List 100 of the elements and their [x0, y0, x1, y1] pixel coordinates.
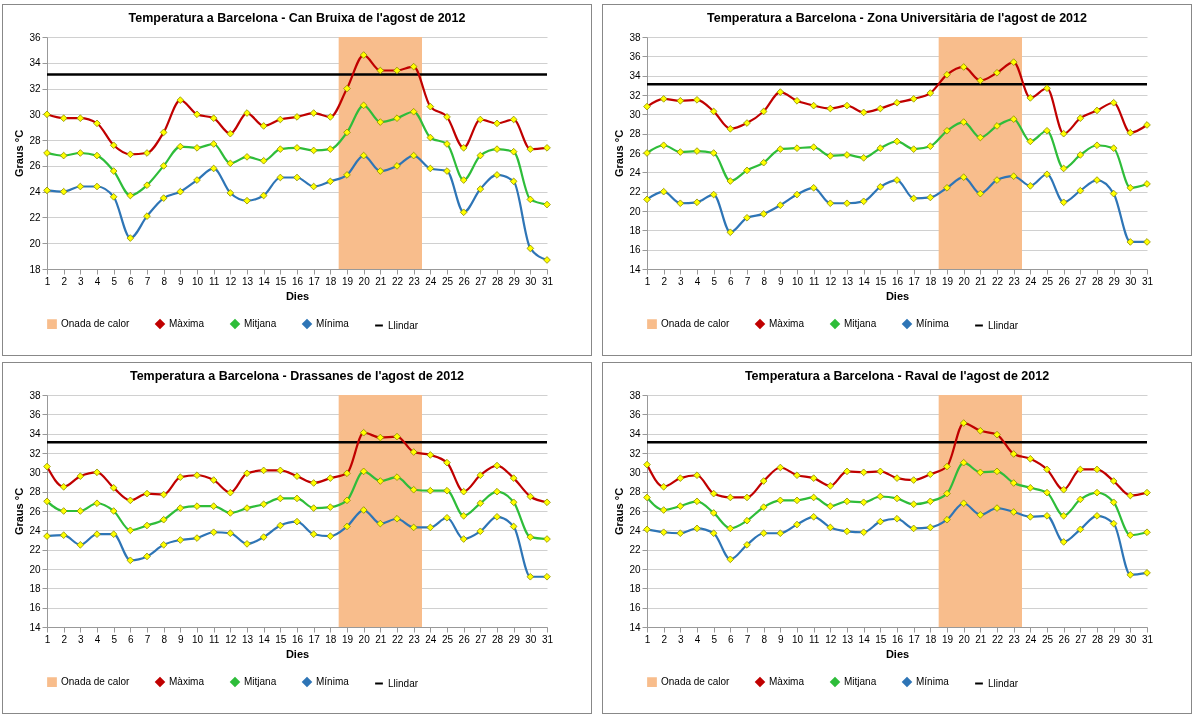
y-axis-title: Graus °C [613, 487, 626, 536]
y-tick-label: 28 [29, 134, 41, 146]
x-tick-label: 26 [458, 633, 471, 645]
legend-label: Màxima [769, 676, 805, 688]
y-tick-label: 34 [629, 70, 641, 82]
x-tick-label: 2 [661, 275, 668, 287]
y-tick-label: 18 [29, 582, 41, 594]
legend-label: Màxima [769, 318, 805, 330]
x-tick-label: 3 [78, 633, 85, 645]
x-tick-label: 15 [275, 633, 287, 645]
x-tick-label: 17 [908, 275, 921, 287]
x-tick-label: 14 [858, 275, 871, 287]
x-tick-label: 18 [925, 633, 937, 645]
x-tick-label: 3 [78, 275, 85, 287]
y-tick-label: 36 [29, 31, 41, 43]
y-tick-label: 14 [629, 621, 641, 633]
x-tick-label: 31 [1141, 633, 1154, 645]
x-tick-label: 9 [778, 633, 785, 645]
y-tick-label: 22 [629, 186, 641, 198]
y-tick-label: 24 [29, 186, 41, 198]
x-tick-label: 5 [111, 275, 118, 287]
y-tick-label: 22 [29, 544, 41, 556]
legend-label: Llindar [388, 677, 419, 689]
y-tick-label: 24 [29, 524, 41, 536]
y-tick-label: 36 [629, 408, 641, 420]
x-tick-label: 8 [761, 633, 768, 645]
x-tick-label: 21 [375, 275, 387, 287]
y-tick-label: 20 [29, 563, 41, 575]
x-tick-label: 9 [178, 275, 185, 287]
x-tick-label: 11 [808, 275, 820, 287]
x-tick-label: 10 [791, 275, 804, 287]
x-tick-label: 23 [408, 275, 421, 287]
x-tick-label: 18 [325, 275, 337, 287]
y-tick-label: 32 [29, 447, 41, 459]
x-tick-label: 30 [525, 633, 537, 645]
x-tick-label: 4 [94, 275, 101, 287]
legend-label: Mínima [316, 318, 350, 330]
y-tick-label: 22 [629, 544, 641, 556]
x-tick-label: 23 [408, 633, 421, 645]
x-tick-label: 6 [128, 275, 135, 287]
x-tick-label: 20 [958, 275, 971, 287]
y-tick-label: 18 [29, 263, 41, 275]
y-tick-label: 24 [629, 166, 641, 178]
x-tick-label: 12 [825, 633, 837, 645]
x-tick-label: 24 [1025, 633, 1037, 645]
x-tick-label: 31 [1141, 275, 1154, 287]
x-tick-label: 11 [208, 633, 220, 645]
x-tick-label: 20 [958, 633, 971, 645]
y-tick-label: 20 [29, 237, 41, 249]
x-axis-title: Dies [285, 289, 310, 302]
y-tick-label: 16 [629, 244, 641, 256]
x-tick-label: 14 [258, 633, 271, 645]
x-tick-label: 30 [525, 275, 537, 287]
y-tick-label: 28 [629, 486, 641, 498]
y-tick-label: 24 [629, 524, 641, 536]
x-tick-label: 8 [161, 633, 168, 645]
x-tick-label: 7 [744, 633, 751, 645]
y-tick-label: 28 [629, 128, 641, 140]
x-tick-label: 19 [341, 633, 354, 645]
x-axis-title: Dies [885, 289, 910, 302]
y-tick-label: 34 [29, 428, 41, 440]
legend-label: Onada de calor [661, 318, 731, 330]
x-tick-label: 11 [808, 633, 820, 645]
y-tick-label: 30 [629, 466, 641, 478]
x-tick-label: 26 [458, 275, 471, 287]
x-tick-label: 2 [61, 633, 68, 645]
y-tick-label: 36 [629, 50, 641, 62]
legend-label: Mínima [916, 676, 950, 688]
x-tick-label: 11 [208, 275, 220, 287]
x-tick-label: 15 [275, 275, 287, 287]
x-tick-label: 30 [1125, 275, 1137, 287]
legend-label: Màxima [169, 676, 205, 688]
y-tick-label: 20 [629, 563, 641, 575]
chart-title: Temperatura a Barcelona - Drassanes de l'agost de 2012 [129, 368, 465, 383]
x-tick-label: 10 [791, 633, 804, 645]
y-tick-label: 26 [629, 147, 641, 159]
x-tick-label: 28 [491, 633, 504, 645]
x-tick-label: 14 [858, 633, 871, 645]
y-tick-label: 26 [29, 505, 41, 517]
x-tick-label: 17 [308, 633, 321, 645]
x-tick-label: 26 [1058, 633, 1071, 645]
x-tick-label: 5 [711, 275, 718, 287]
x-tick-label: 12 [825, 275, 837, 287]
y-tick-label: 34 [29, 57, 41, 69]
x-tick-label: 2 [661, 633, 668, 645]
x-tick-label: 16 [891, 633, 904, 645]
chart-title: Temperatura a Barcelona - Can Bruixa de l'agost de 2012 [128, 10, 466, 25]
x-tick-label: 7 [744, 275, 751, 287]
legend-label: Màxima [169, 318, 205, 330]
x-tick-label: 28 [491, 275, 504, 287]
x-tick-label: 8 [161, 275, 168, 287]
legend-label: Mitjana [844, 676, 877, 688]
y-tick-label: 38 [629, 31, 641, 43]
x-tick-label: 29 [1108, 633, 1121, 645]
x-tick-label: 18 [325, 633, 337, 645]
x-tick-label: 29 [508, 275, 521, 287]
x-axis-title: Dies [885, 647, 910, 660]
y-tick-label: 14 [629, 263, 641, 275]
x-tick-label: 24 [425, 633, 437, 645]
x-tick-label: 19 [941, 275, 954, 287]
